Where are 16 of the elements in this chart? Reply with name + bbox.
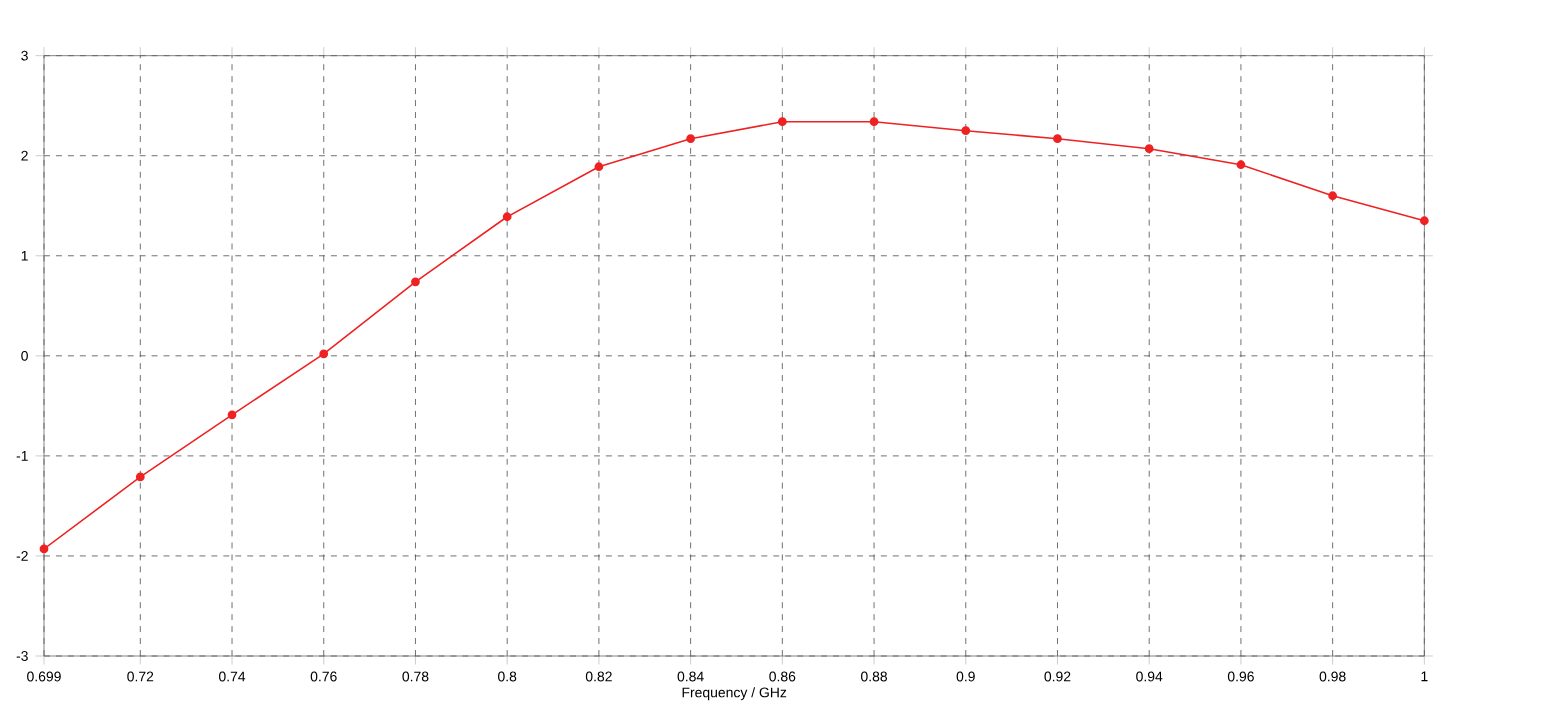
point — [411, 277, 420, 287]
point — [594, 162, 604, 172]
point — [869, 117, 879, 127]
point — [777, 117, 787, 127]
point — [1419, 216, 1429, 226]
point — [39, 544, 49, 554]
point — [319, 349, 329, 359]
point — [961, 126, 971, 136]
point — [135, 472, 145, 482]
point — [502, 212, 512, 222]
point — [1328, 191, 1338, 201]
point — [1053, 134, 1062, 144]
point — [1144, 144, 1154, 154]
point — [227, 410, 237, 420]
point — [1236, 160, 1246, 170]
point — [686, 134, 695, 144]
